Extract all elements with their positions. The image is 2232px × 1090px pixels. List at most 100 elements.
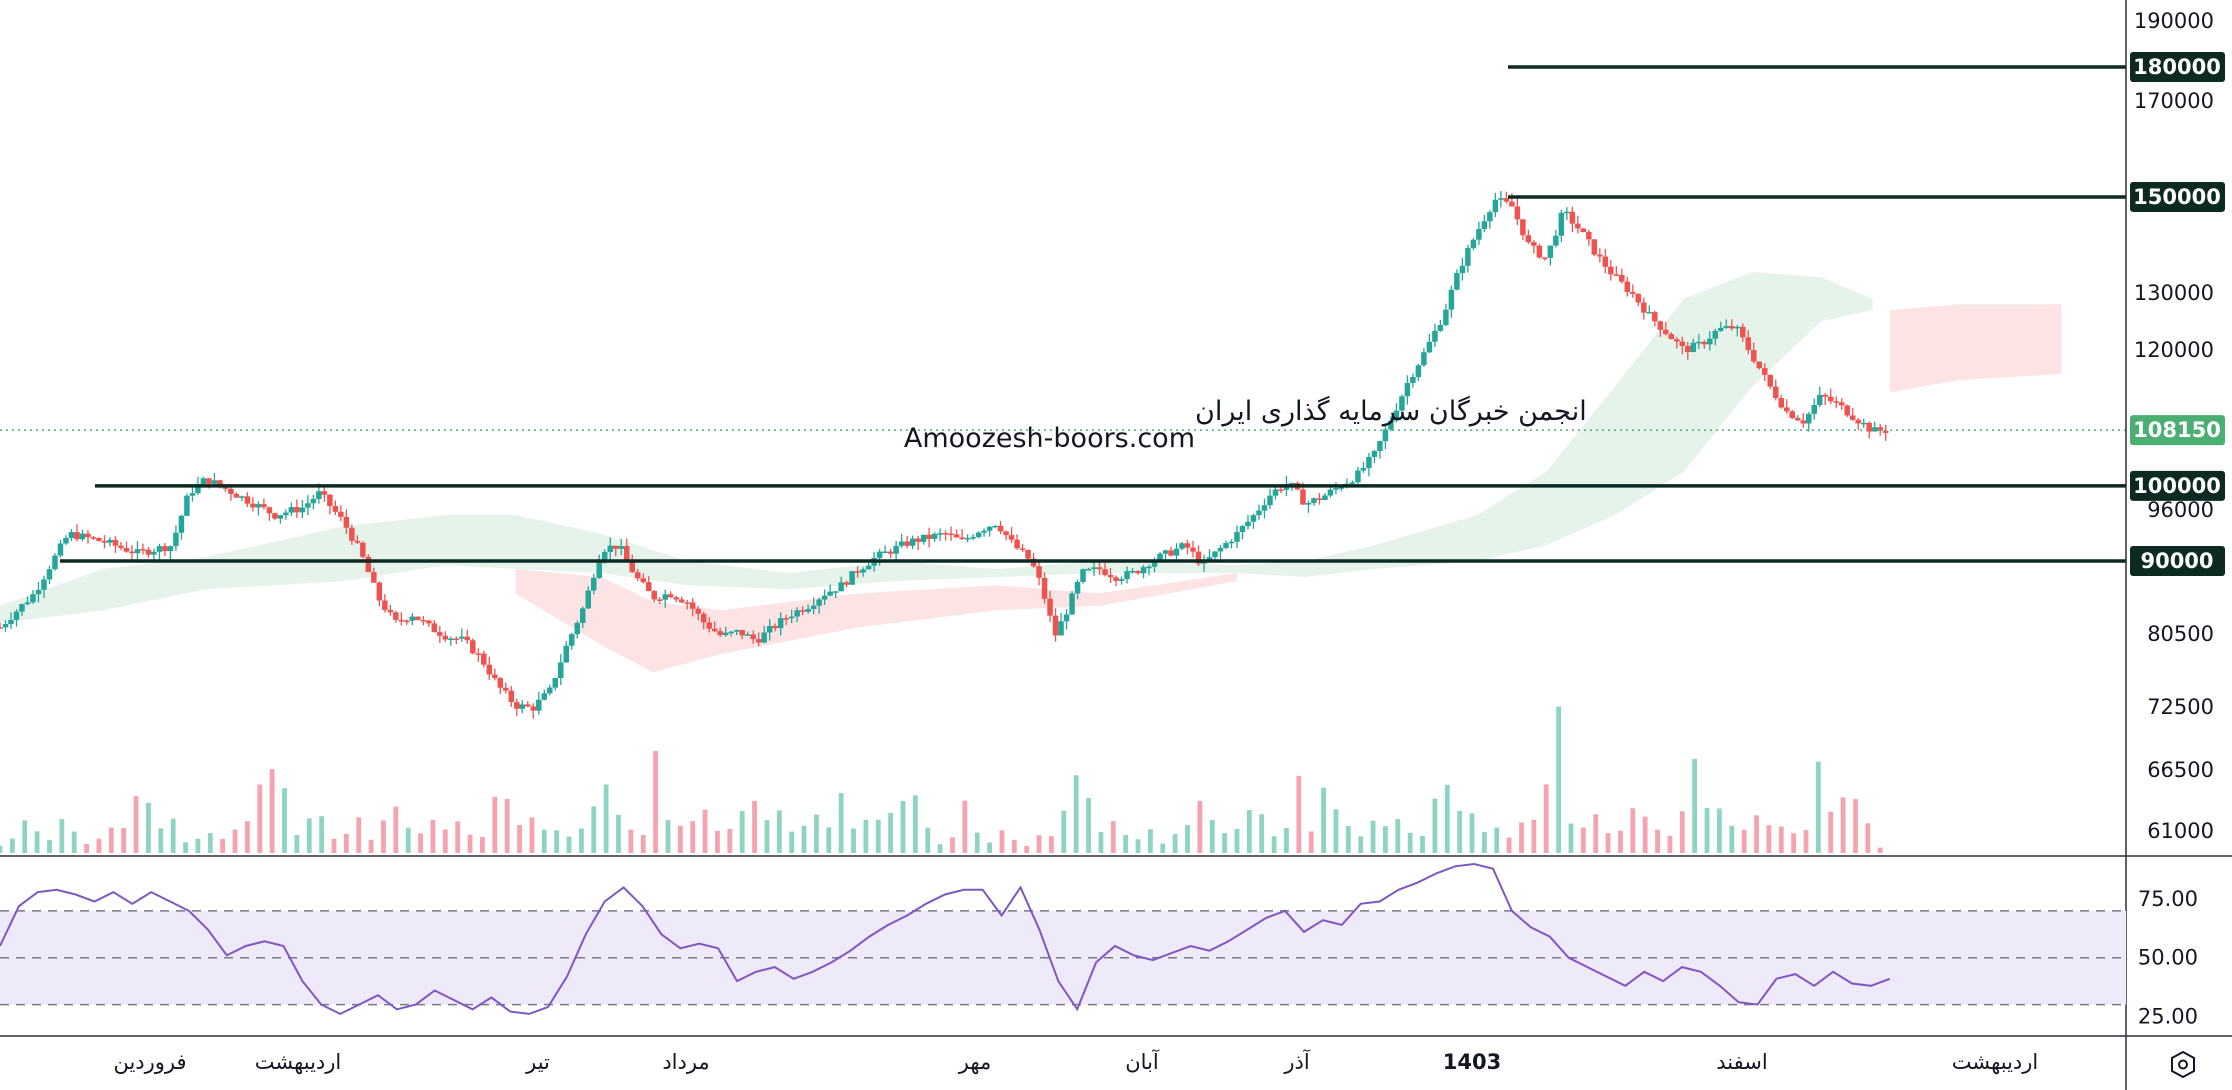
settings-hexagon-icon[interactable] <box>2171 1050 2195 1079</box>
candle <box>1580 228 1587 233</box>
volume-bar <box>653 751 659 853</box>
candle <box>1679 336 1686 355</box>
volume-bar <box>1457 810 1463 853</box>
candle <box>1168 546 1174 557</box>
candle <box>288 502 295 517</box>
candle <box>2 620 9 632</box>
volume-bar <box>690 821 696 853</box>
candle <box>1421 347 1427 367</box>
candle <box>1371 449 1378 464</box>
candle <box>1184 539 1191 555</box>
candle <box>788 609 795 624</box>
candle <box>387 604 394 616</box>
volume-bar <box>232 829 238 853</box>
volume-bar <box>1655 829 1660 853</box>
candle <box>277 514 284 524</box>
volume-bar <box>146 802 151 853</box>
level-tag-label: 90000 <box>2140 549 2213 573</box>
volume-bar <box>108 827 114 853</box>
volume-bar <box>1667 835 1673 853</box>
volume-bar <box>1444 784 1450 853</box>
candle <box>486 656 493 680</box>
volume-bar <box>937 844 943 853</box>
candle <box>1822 392 1828 406</box>
candle <box>547 684 553 696</box>
candle <box>1102 562 1108 577</box>
volume-bar <box>789 831 795 853</box>
candle <box>1162 549 1169 561</box>
candle <box>942 530 949 541</box>
candle <box>827 584 833 597</box>
volume-bar <box>1741 829 1747 853</box>
candle <box>321 485 328 502</box>
candle <box>1657 320 1664 337</box>
candle <box>959 528 965 541</box>
candle <box>733 629 740 636</box>
volume-bar <box>875 819 881 853</box>
candle <box>1734 325 1741 337</box>
candle <box>1794 415 1801 421</box>
candle <box>228 486 234 501</box>
volume-bar <box>1358 836 1364 853</box>
candle <box>305 495 311 516</box>
candle <box>52 553 58 571</box>
candle <box>755 632 762 647</box>
candle <box>393 610 399 623</box>
candle <box>1838 398 1845 410</box>
volume-bar <box>591 806 597 853</box>
candle <box>90 536 97 540</box>
candle <box>766 619 773 641</box>
watermark-line2: Amoozesh-boors.com <box>904 423 1195 454</box>
price-axis-ticks[interactable]: 190000 170000 130000 120000 96000 80500 72500 6… <box>2134 9 2214 843</box>
volume-bar <box>727 828 733 853</box>
volume-bar <box>1828 811 1834 853</box>
candle <box>343 509 350 534</box>
volume-bar <box>888 812 894 853</box>
watermark-line1: انجمن خبرگان سرمایه گذاری ایران <box>1195 395 1587 427</box>
volume-bar <box>1531 819 1537 853</box>
candle <box>1025 549 1031 560</box>
time-axis-labels[interactable]: فروردین اردیبهشت تیر مرداد مهر آبان آذر 1403 اسف… <box>113 1049 2038 1074</box>
candle <box>992 525 998 529</box>
volume-bar <box>1296 775 1302 853</box>
candle <box>1146 564 1152 576</box>
time-label: اردیبهشت <box>1952 1050 2039 1074</box>
candle <box>1399 394 1405 414</box>
volume-bar <box>1580 827 1586 853</box>
candle <box>1811 398 1817 420</box>
candle <box>415 616 421 621</box>
level-tag-100000 <box>2130 470 2225 501</box>
candle <box>398 612 405 626</box>
candle <box>79 529 86 542</box>
candle <box>1333 482 1339 495</box>
candle <box>1217 545 1224 559</box>
candle <box>112 536 119 553</box>
candle <box>569 632 575 650</box>
volume-bar <box>430 819 436 853</box>
candle <box>953 529 960 538</box>
candle <box>832 591 839 599</box>
volume-bar <box>244 821 250 853</box>
candle <box>1778 395 1785 409</box>
rsi-axis-ticks[interactable]: 75.00 50.00 25.00 <box>2138 887 2198 1028</box>
candle <box>1377 440 1383 459</box>
candle <box>1014 534 1020 550</box>
candle <box>327 494 333 515</box>
candle <box>1470 237 1477 250</box>
volume-bar <box>554 830 560 853</box>
candle <box>634 569 641 581</box>
volume-bar <box>702 809 708 853</box>
candle <box>200 476 207 485</box>
candle <box>1267 488 1273 509</box>
volume-bar <box>1160 843 1166 853</box>
candle <box>1849 407 1856 421</box>
time-label: اردیبهشت <box>255 1050 342 1074</box>
volume-bar <box>1692 758 1698 853</box>
volume-bar <box>207 833 213 853</box>
candle <box>1415 364 1422 382</box>
volume-bar <box>319 816 325 853</box>
volume-bar <box>1024 845 1030 853</box>
candle <box>349 524 355 545</box>
candle <box>838 576 844 592</box>
price-candles <box>0 190 1889 719</box>
